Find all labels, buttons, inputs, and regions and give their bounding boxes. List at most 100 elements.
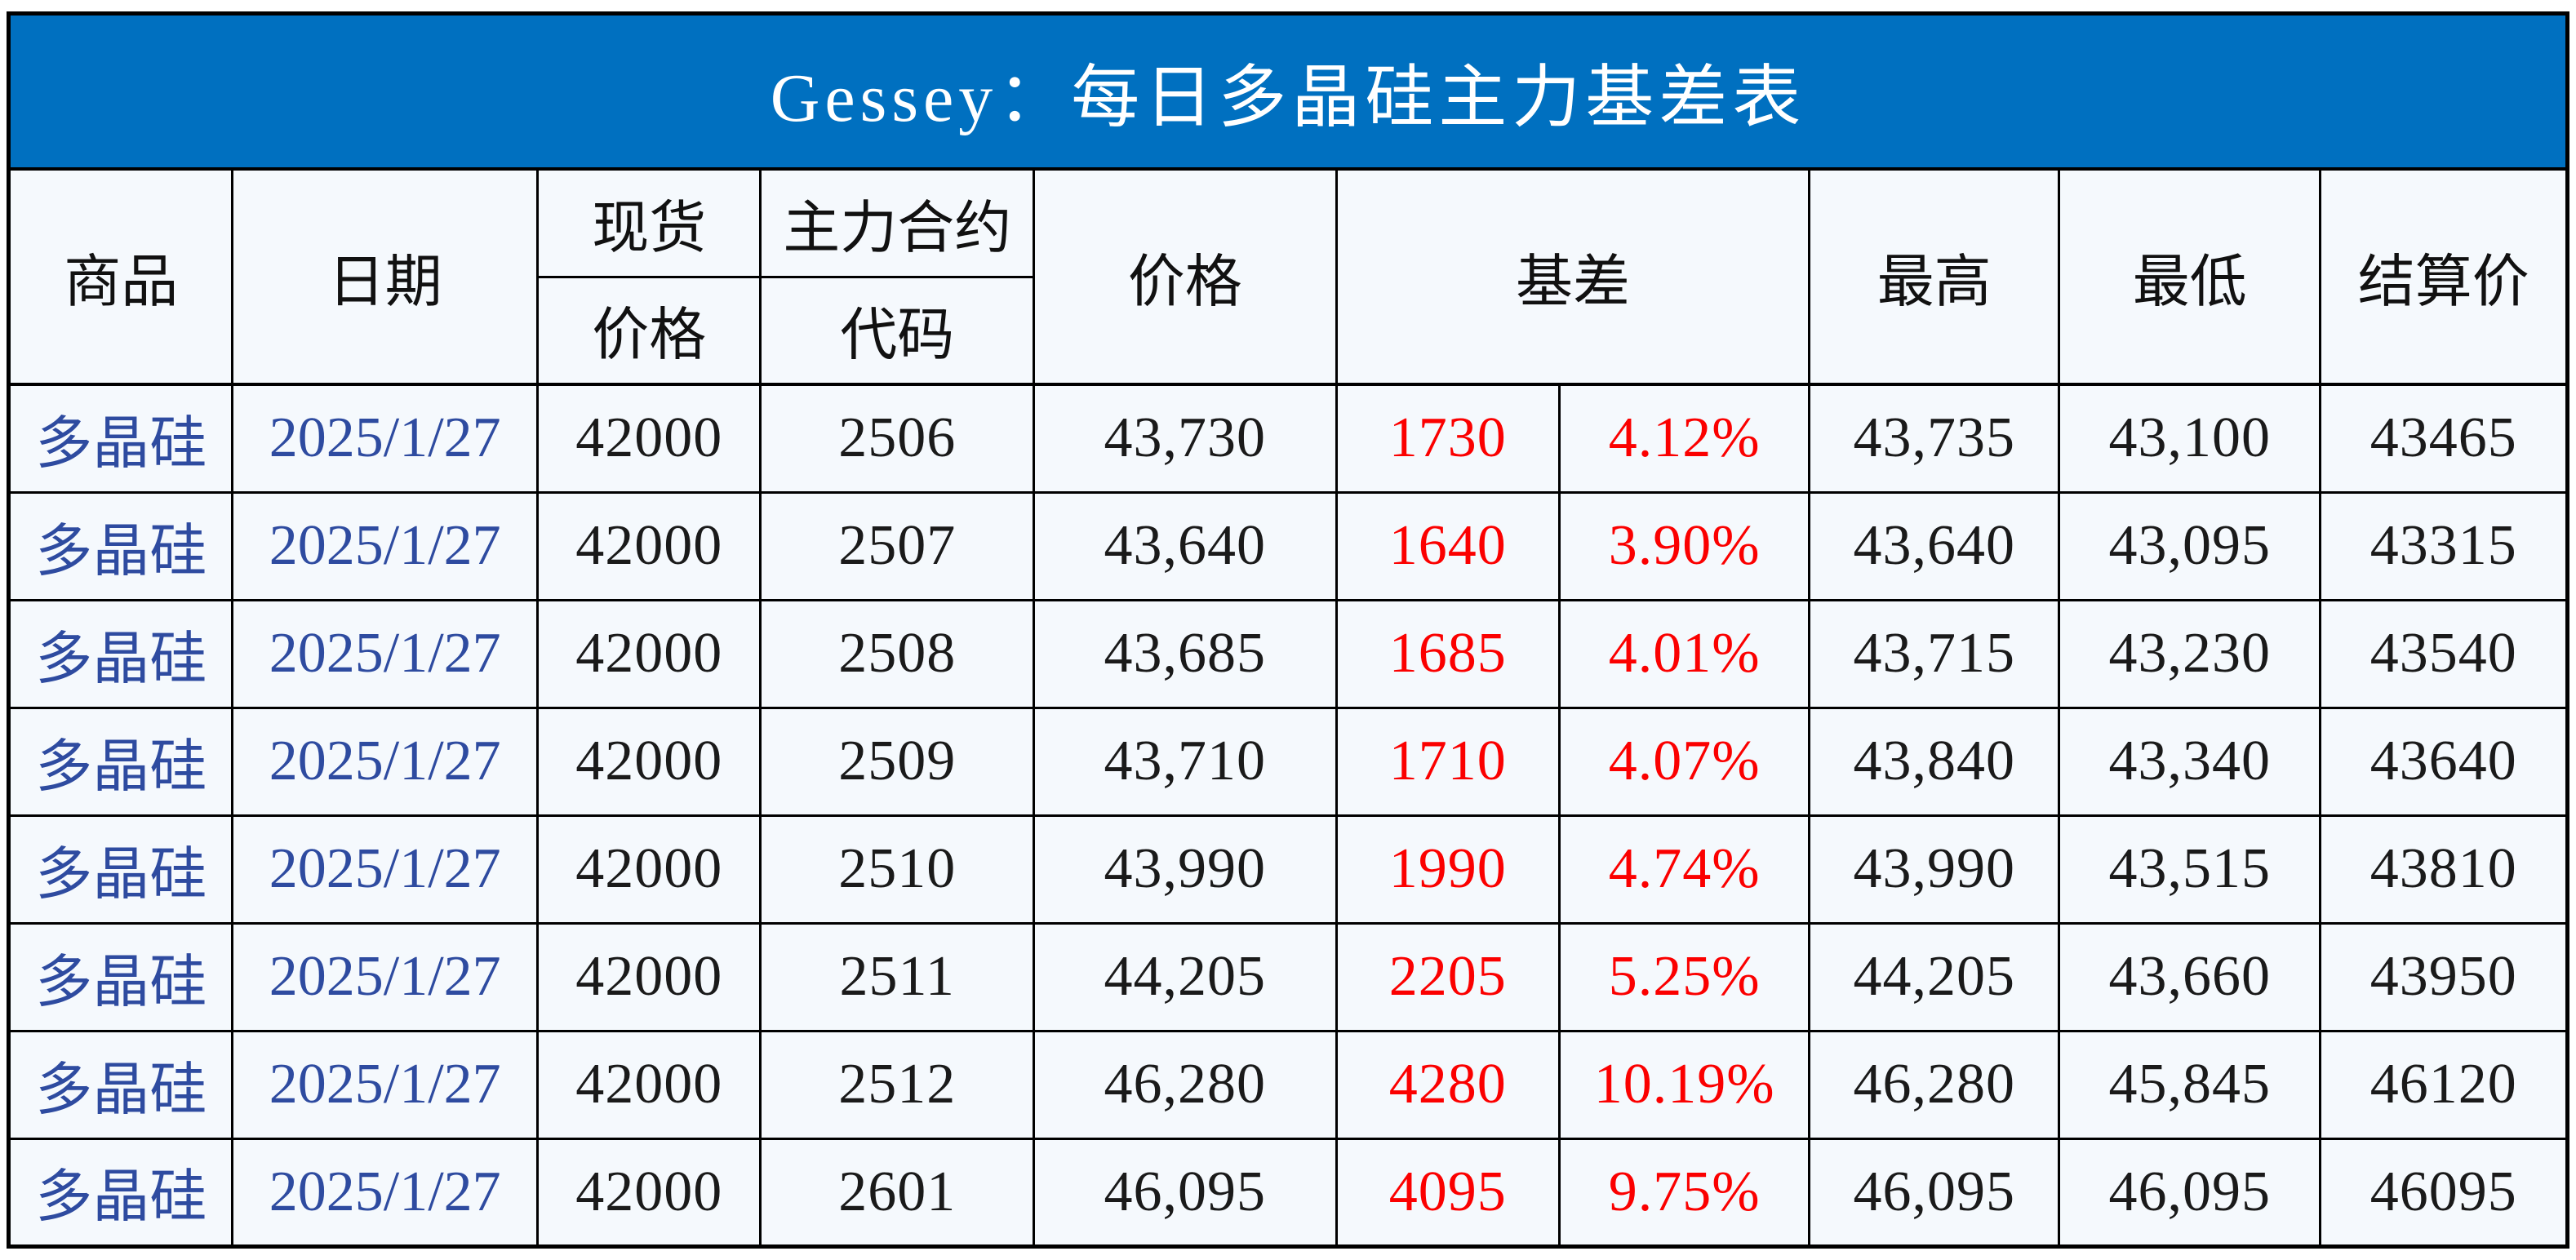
cell-basis-pct: 10.19%	[1557, 1029, 1811, 1140]
cell-price: 46,280	[1032, 1029, 1338, 1140]
cell-basis: 4280	[1335, 1029, 1561, 1140]
cell-basis-pct: 3.90%	[1557, 490, 1811, 601]
cell-basis-pct: 9.75%	[1557, 1137, 1811, 1248]
cell-settlement: 43810	[2319, 814, 2569, 925]
cell-basis-pct: 4.07%	[1557, 706, 1811, 817]
cell-price: 43,730	[1032, 383, 1338, 494]
cell-date: 2025/1/27	[231, 598, 540, 709]
cell-contract-code: 2510	[759, 814, 1035, 925]
header-price: 价格	[1032, 167, 1338, 386]
table-row: 多晶硅 2025/1/27 42000 2601 46,095 4095 9.7…	[7, 1137, 2569, 1248]
cell-settlement: 43950	[2319, 921, 2569, 1032]
cell-contract-code: 2512	[759, 1029, 1035, 1140]
cell-settlement: 43465	[2319, 383, 2569, 494]
table-row: 多晶硅 2025/1/27 42000 2511 44,205 2205 5.2…	[7, 921, 2569, 1032]
cell-basis-pct: 5.25%	[1557, 921, 1811, 1032]
cell-commodity: 多晶硅	[7, 921, 234, 1032]
header-contract-line1: 主力合约	[759, 167, 1035, 278]
cell-high: 46,280	[1808, 1029, 2060, 1140]
cell-basis-pct: 4.74%	[1557, 814, 1811, 925]
cell-price: 44,205	[1032, 921, 1338, 1032]
page-title: Gessey：每日多晶硅主力基差表	[7, 12, 2569, 171]
cell-low: 43,660	[2057, 921, 2322, 1032]
cell-spot-price: 42000	[536, 598, 762, 709]
cell-high: 43,640	[1808, 490, 2060, 601]
cell-low: 45,845	[2057, 1029, 2322, 1140]
cell-commodity: 多晶硅	[7, 1029, 234, 1140]
header-spot-line2: 价格	[536, 275, 762, 386]
header-row-2: 价格 代码	[9, 275, 2568, 386]
header-row-1: 商品 日期 现货 主力合约 价格 基差 最高 最低 结算价	[7, 167, 2569, 386]
title-row: Gessey：每日多晶硅主力基差表	[7, 12, 2569, 171]
cell-contract-code: 2508	[759, 598, 1035, 709]
cell-low: 46,095	[2057, 1137, 2322, 1248]
cell-commodity: 多晶硅	[7, 1137, 234, 1248]
cell-contract-code: 2507	[759, 490, 1035, 601]
cell-high: 43,735	[1808, 383, 2060, 494]
cell-low: 43,340	[2057, 706, 2322, 817]
cell-contract-code: 2506	[759, 383, 1035, 494]
cell-high: 44,205	[1808, 921, 2060, 1032]
cell-price: 46,095	[1032, 1137, 1338, 1248]
cell-price: 43,990	[1032, 814, 1338, 925]
cell-spot-price: 42000	[536, 814, 762, 925]
cell-basis-pct: 4.12%	[1557, 383, 1811, 494]
cell-basis: 2205	[1335, 921, 1561, 1032]
cell-commodity: 多晶硅	[7, 598, 234, 709]
header-high: 最高	[1808, 167, 2060, 386]
cell-commodity: 多晶硅	[7, 490, 234, 601]
cell-basis: 4095	[1335, 1137, 1561, 1248]
cell-high: 43,990	[1808, 814, 2060, 925]
cell-date: 2025/1/27	[231, 814, 540, 925]
cell-spot-price: 42000	[536, 706, 762, 817]
cell-spot-price: 42000	[536, 921, 762, 1032]
cell-low: 43,100	[2057, 383, 2322, 494]
cell-basis: 1990	[1335, 814, 1561, 925]
header-spot-line1: 现货	[536, 167, 762, 278]
cell-basis: 1710	[1335, 706, 1561, 817]
cell-low: 43,515	[2057, 814, 2322, 925]
cell-basis: 1640	[1335, 490, 1561, 601]
cell-high: 43,840	[1808, 706, 2060, 817]
cell-high: 43,715	[1808, 598, 2060, 709]
cell-spot-price: 42000	[536, 1029, 762, 1140]
cell-commodity: 多晶硅	[7, 383, 234, 494]
cell-date: 2025/1/27	[231, 1137, 540, 1248]
cell-settlement: 43640	[2319, 706, 2569, 817]
header-commodity: 商品	[7, 167, 234, 386]
cell-settlement: 43315	[2319, 490, 2569, 601]
cell-basis: 1685	[1335, 598, 1561, 709]
header-date: 日期	[231, 167, 540, 386]
table-row: 多晶硅 2025/1/27 42000 2507 43,640 1640 3.9…	[7, 490, 2569, 601]
cell-spot-price: 42000	[536, 383, 762, 494]
basis-table: Gessey：每日多晶硅主力基差表 商品 日期 现货 主力合约 价格 基差 最高…	[7, 11, 2569, 1249]
cell-spot-price: 42000	[536, 1137, 762, 1248]
cell-date: 2025/1/27	[231, 383, 540, 494]
header-contract-line2: 代码	[759, 275, 1035, 386]
cell-settlement: 46120	[2319, 1029, 2569, 1140]
table-row: 多晶硅 2025/1/27 42000 2506 43,730 1730 4.1…	[7, 383, 2569, 494]
table-row: 多晶硅 2025/1/27 42000 2510 43,990 1990 4.7…	[7, 814, 2569, 925]
cell-date: 2025/1/27	[231, 921, 540, 1032]
cell-spot-price: 42000	[536, 490, 762, 601]
cell-date: 2025/1/27	[231, 1029, 540, 1140]
cell-commodity: 多晶硅	[7, 706, 234, 817]
header-settlement: 结算价	[2319, 167, 2569, 386]
cell-low: 43,230	[2057, 598, 2322, 709]
cell-low: 43,095	[2057, 490, 2322, 601]
cell-price: 43,685	[1032, 598, 1338, 709]
cell-basis-pct: 4.01%	[1557, 598, 1811, 709]
cell-date: 2025/1/27	[231, 490, 540, 601]
cell-basis: 1730	[1335, 383, 1561, 494]
cell-settlement: 43540	[2319, 598, 2569, 709]
table-row: 多晶硅 2025/1/27 42000 2508 43,685 1685 4.0…	[7, 598, 2569, 709]
table-row: 多晶硅 2025/1/27 42000 2509 43,710 1710 4.0…	[7, 706, 2569, 817]
cell-price: 43,710	[1032, 706, 1338, 817]
cell-commodity: 多晶硅	[7, 814, 234, 925]
cell-settlement: 46095	[2319, 1137, 2569, 1248]
cell-high: 46,095	[1808, 1137, 2060, 1248]
header-basis: 基差	[1335, 167, 1811, 386]
basis-table-frame: Gessey：每日多晶硅主力基差表 商品 日期 现货 主力合约 价格 基差 最高…	[7, 11, 2569, 1249]
cell-date: 2025/1/27	[231, 706, 540, 817]
cell-price: 43,640	[1032, 490, 1338, 601]
